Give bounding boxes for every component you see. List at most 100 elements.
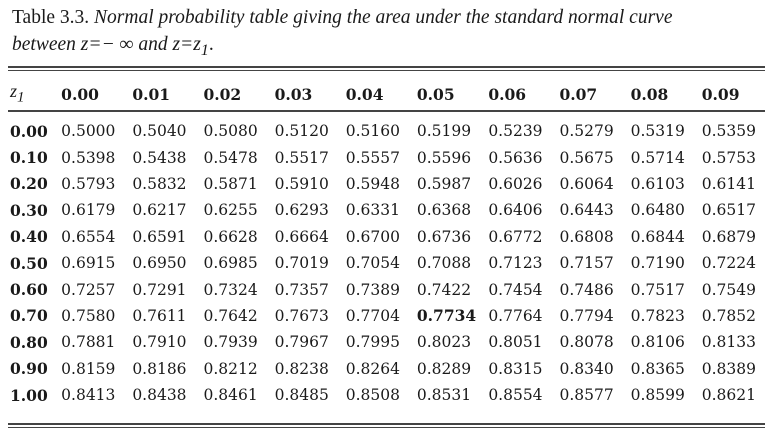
table-cell: 0.6591: [132, 227, 187, 246]
table-cell: 0.6554: [61, 227, 116, 246]
table-cell: 0.7764: [488, 306, 543, 325]
table-cell: 0.6700: [345, 227, 400, 246]
row-header: 0.90: [10, 359, 48, 379]
table-cell: 0.8577: [559, 386, 614, 405]
table-cell: 0.5120: [274, 122, 329, 141]
table-cell: 0.8264: [345, 359, 400, 378]
table-cell: 0.5398: [61, 148, 116, 167]
caption-text-line1: Normal probability table giving the area…: [94, 7, 673, 28]
row-header: 0.10: [10, 148, 48, 168]
row-header: 0.00: [10, 121, 48, 141]
table-row: 0.10 0.5398 0.5438 0.5478 0.5517 0.5557 0.5596…: [6, 144, 773, 170]
table-cell: 0.7704: [345, 306, 400, 325]
table-cell: 0.6293: [274, 201, 329, 220]
table-row: 0.50 0.6915 0.6950 0.6985 0.7019 0.7054 0.7088…: [6, 250, 773, 276]
table-cell: 0.6985: [203, 254, 258, 273]
table-cell: 0.5160: [345, 122, 400, 141]
table-cell: 0.5753: [701, 148, 756, 167]
table-row: 0.00 0.5000 0.5040 0.5080 0.5120 0.5160 0.5199…: [6, 110, 773, 144]
table-cell: 0.5199: [416, 122, 472, 141]
bottom-rule: [8, 423, 765, 425]
table-cell: 0.7967: [274, 333, 329, 352]
table-cell: 0.7257: [61, 280, 116, 299]
table-cell: 0.7910: [132, 333, 187, 352]
table-cell: 0.7389: [345, 280, 400, 299]
table-row: 0.70 0.7580 0.7611 0.7642 0.7673 0.7704 0.7734…: [6, 303, 773, 329]
row-header: 0.30: [10, 200, 48, 220]
table-cell: 0.7157: [559, 254, 614, 273]
table-cell: 0.6443: [559, 201, 614, 220]
table-cell: 0.5910: [274, 174, 329, 193]
column-header: 0.08: [630, 84, 669, 104]
column-header: 0.00: [61, 84, 99, 104]
table-cell: 0.6406: [488, 201, 543, 220]
table-cell: 0.7794: [559, 306, 614, 325]
table-cell: 0.6026: [488, 174, 543, 193]
table-cell: 0.7995: [345, 333, 400, 352]
table-cell: 0.6664: [274, 227, 329, 246]
table-row: 0.20 0.5793 0.5832 0.5871 0.5910 0.5948 0.5987…: [6, 171, 773, 197]
table-cell: 0.5279: [559, 122, 614, 141]
table-cell: 0.6480: [630, 201, 685, 220]
table-row: 1.00 0.8413 0.8438 0.8461 0.8485 0.8508 0.8531…: [6, 382, 773, 408]
table-cell: 0.8389: [701, 359, 756, 378]
table-cell: 0.5080: [203, 122, 258, 141]
table-cell: 0.5000: [61, 122, 116, 141]
table-row: 0.60 0.7257 0.7291 0.7324 0.7357 0.7389 0.7422…: [6, 276, 773, 302]
table-cell: 0.8023: [416, 333, 472, 352]
table-cell: 0.6141: [701, 174, 756, 193]
table-cell: 0.7454: [488, 280, 543, 299]
table-cell: 0.7291: [132, 280, 187, 299]
table-cell: 0.8508: [345, 386, 400, 405]
table-cell: 0.8106: [630, 333, 685, 352]
row-header: 0.60: [10, 280, 48, 300]
table-cell: 0.5359: [701, 122, 756, 141]
top-rule-2: [8, 70, 765, 71]
table-cell: 0.6915: [61, 254, 116, 273]
table-cell: 0.7190: [630, 254, 685, 273]
row-header: 0.20: [10, 174, 48, 194]
column-header: 0.04: [345, 84, 384, 104]
table-row: 0.80 0.7881 0.7910 0.7939 0.7967 0.7995 0.8023…: [6, 329, 773, 355]
column-header: 0.09: [701, 84, 740, 104]
table-cell: 0.7422: [416, 280, 472, 299]
table-cell: 0.5636: [488, 148, 543, 167]
table-cell: 0.6808: [559, 227, 614, 246]
table-cell: 0.7517: [630, 280, 685, 299]
table-cell: 0.8461: [203, 386, 258, 405]
table-cell: 0.6368: [416, 201, 472, 220]
table-cell: 0.5871: [203, 174, 258, 193]
table-cell: 0.7088: [416, 254, 472, 273]
table-cell: 0.6517: [701, 201, 756, 220]
table-cell: 0.7734: [416, 306, 477, 326]
table-cell: 0.7673: [274, 306, 329, 325]
table-cell: 0.8554: [488, 386, 543, 405]
bottom-rule-2: [8, 427, 765, 428]
table-cell: 0.7939: [203, 333, 258, 352]
table-cell: 0.5675: [559, 148, 614, 167]
table-cell: 0.8485: [274, 386, 329, 405]
table-cell: 0.6179: [61, 201, 116, 220]
table-cell: 0.6772: [488, 227, 543, 246]
column-header: 0.03: [274, 84, 313, 104]
table-cell: 0.5987: [416, 174, 472, 193]
header-rule: [8, 110, 765, 112]
row-header: 0.80: [10, 332, 48, 352]
table-cell: 0.6255: [203, 201, 258, 220]
table-cell: 0.8159: [61, 359, 116, 378]
table-cell: 0.5517: [274, 148, 329, 167]
table-cell: 0.7549: [701, 280, 756, 299]
column-header: 0.07: [559, 84, 598, 104]
table-cell: 0.8531: [416, 386, 472, 405]
table-cell: 0.8599: [630, 386, 685, 405]
row-header: 1.00: [10, 385, 48, 405]
table-cell: 0.6103: [630, 174, 685, 193]
column-header: 0.01: [132, 84, 171, 104]
table-cell: 0.6628: [203, 227, 258, 246]
table-cell: 0.8212: [203, 359, 258, 378]
normal-probability-table: z1 0.00 0.01 0.02 0.03 0.04 0.05 0.06 0.07 0.08 0…: [6, 78, 773, 408]
table-cell: 0.7580: [61, 306, 116, 325]
table-row: 0.90 0.8159 0.8186 0.8212 0.8238 0.8264 0.8289…: [6, 356, 773, 382]
table-cell: 0.8238: [274, 359, 329, 378]
table-cell: 0.7881: [61, 333, 116, 352]
